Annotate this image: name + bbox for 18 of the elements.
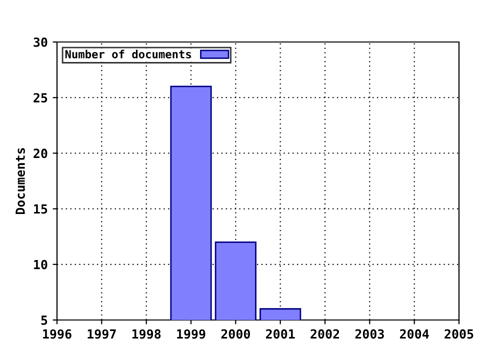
x-tick-label: 2000 bbox=[221, 329, 250, 339]
y-tick-label: 15 bbox=[34, 204, 48, 214]
y-tick-label: 5 bbox=[41, 316, 48, 325]
x-tick-label: 1996 bbox=[43, 329, 72, 339]
legend-label: Number of documents bbox=[65, 50, 191, 58]
x-tick-label: 2002 bbox=[310, 329, 340, 339]
y-axis-title: Documents bbox=[16, 148, 25, 214]
x-tick-label: 2003 bbox=[355, 329, 384, 339]
x-tick-label: 2001 bbox=[266, 329, 295, 339]
y-tick-label: 25 bbox=[34, 93, 48, 103]
y-tick-label: 30 bbox=[34, 37, 48, 47]
x-tick-label: 2005 bbox=[444, 329, 474, 339]
y-tick-label: 10 bbox=[34, 260, 48, 270]
x-tick-label: 1999 bbox=[177, 329, 206, 339]
y-tick-label: 20 bbox=[34, 148, 48, 158]
x-tick-label: 2004 bbox=[400, 329, 429, 339]
x-tick-label: 1997 bbox=[88, 329, 116, 339]
x-tick-label: 1998 bbox=[132, 329, 161, 339]
